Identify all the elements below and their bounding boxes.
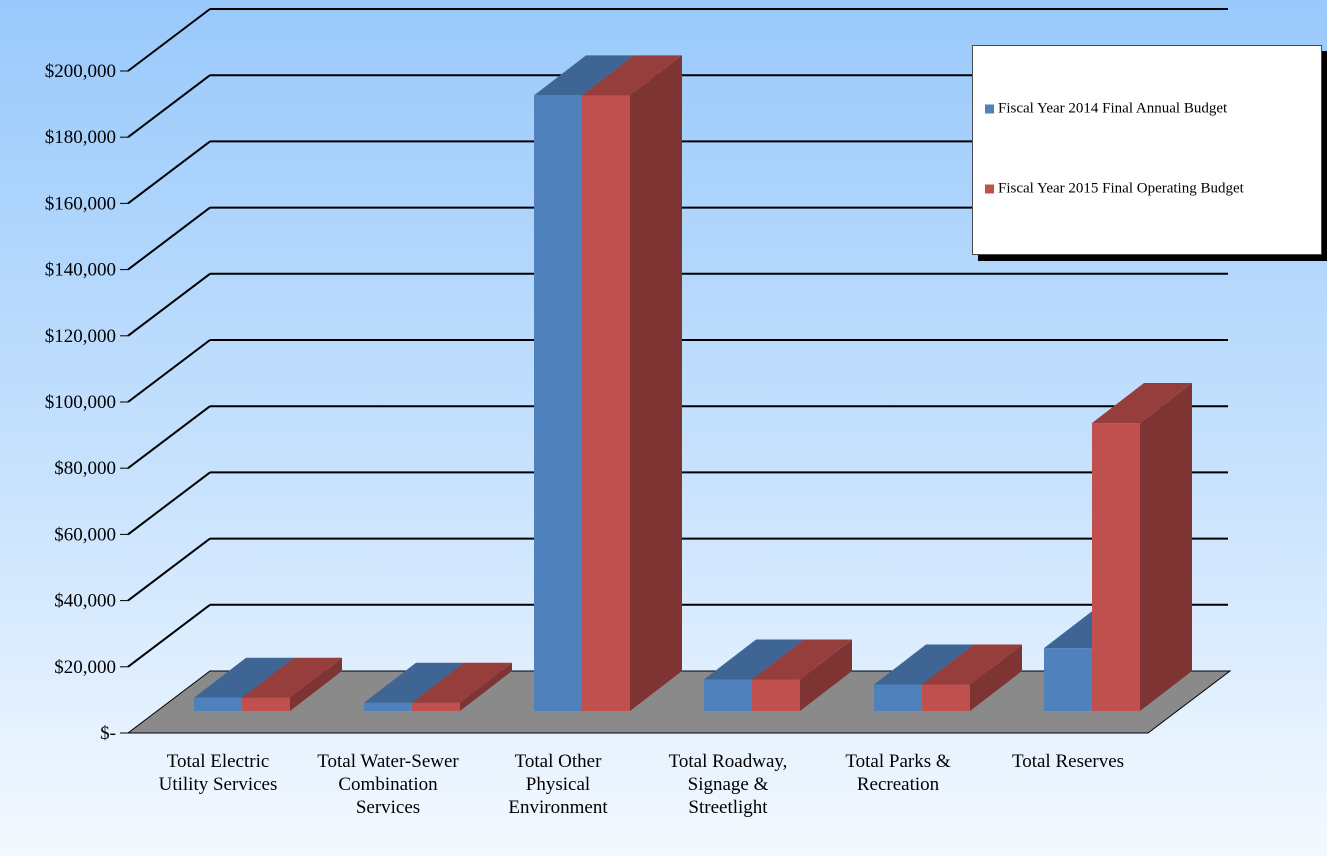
x-axis-label: Total Other Physical Environment (508, 751, 608, 818)
bar-top (194, 657, 294, 698)
x-axis-label: Total Water-Sewer Combination Services (317, 751, 459, 818)
bar-top (412, 662, 512, 703)
x-axis-label: Total Reserves (1011, 751, 1125, 772)
bar-top (874, 644, 974, 685)
legend-label-fy2015: Fiscal Year 2015 Final Operating Budget (998, 180, 1244, 197)
gridline-depth (127, 140, 211, 205)
chart-legend: Fiscal Year 2014 Final Annual Budget Fis… (972, 45, 1322, 255)
bar-front (534, 95, 582, 712)
gridline-depth (127, 206, 211, 271)
bar-top (922, 644, 1022, 685)
bar-top (1092, 383, 1192, 424)
y-tick-label: $120,000 (45, 326, 116, 347)
bar-fy2015 (242, 657, 342, 711)
y-tick-label: $20,000 (54, 657, 116, 678)
x-axis-label: Total Parks & Recreation (845, 751, 951, 795)
y-tick-label: $140,000 (45, 260, 116, 281)
bar-front (874, 684, 922, 711)
y-tick-label: $200,000 (45, 61, 116, 82)
bar-front (752, 679, 800, 711)
bar-top (242, 657, 342, 698)
chart-bars (194, 55, 1192, 712)
bar-side (290, 657, 342, 711)
gridline-depth (127, 604, 211, 668)
y-axis-ticks: $- $20,000 $40,000 $60,000 $80,000 $100,000 $1… (45, 61, 128, 744)
bar-side (460, 662, 512, 711)
gridline-depth (127, 74, 211, 138)
y-tick-label: $- (100, 723, 116, 744)
y-tick-label: $40,000 (54, 591, 116, 612)
gridline-depth (127, 471, 211, 536)
bar-top (752, 639, 852, 680)
bar-front (582, 95, 630, 712)
y-tick-label: $180,000 (45, 127, 116, 148)
bar-fy2015 (922, 644, 1022, 711)
bar-side (970, 644, 1022, 711)
bar-fy2015 (1092, 383, 1192, 711)
bar-top (364, 662, 464, 703)
x-axis-label: Total Roadway, Signage & Streetlight (668, 751, 788, 818)
y-tick-label: $60,000 (54, 524, 116, 545)
bar-fy2015 (752, 639, 852, 711)
bar-front (922, 684, 970, 711)
bar-front (1044, 648, 1092, 711)
bar-side (1140, 383, 1192, 711)
y-tick-label: $160,000 (45, 193, 116, 214)
y-tick-label: $100,000 (45, 392, 116, 413)
bar-top (582, 55, 682, 96)
bar-front (704, 679, 752, 711)
bar-side (630, 55, 682, 711)
legend-label-fy2014: Fiscal Year 2014 Final Annual Budget (998, 100, 1228, 117)
bar-side (800, 639, 852, 711)
bar-fy2015 (582, 55, 682, 712)
bar-front (1092, 423, 1140, 711)
gridline-depth (127, 339, 211, 403)
bar-top (704, 639, 804, 680)
bar-front (194, 697, 242, 711)
gridline-depth (127, 405, 211, 469)
y-tick-label: $80,000 (54, 458, 116, 479)
bar-top (534, 55, 634, 96)
bar-fy2015 (412, 662, 512, 711)
legend-item-fy2014: Fiscal Year 2014 Final Annual Budget (985, 101, 1227, 118)
bar-front (364, 702, 412, 711)
x-axis-label: Total Electric Utility Services (158, 751, 278, 795)
gridline-depth (127, 537, 211, 602)
legend-item-fy2015: Fiscal Year 2015 Final Operating Budget (985, 181, 1244, 198)
legend-swatch-fy2015 (985, 184, 994, 194)
legend-swatch-fy2014 (985, 104, 994, 114)
bar-front (412, 702, 460, 711)
gridline-depth (127, 8, 211, 72)
bar-front (242, 697, 290, 711)
gridline-depth (127, 273, 211, 337)
